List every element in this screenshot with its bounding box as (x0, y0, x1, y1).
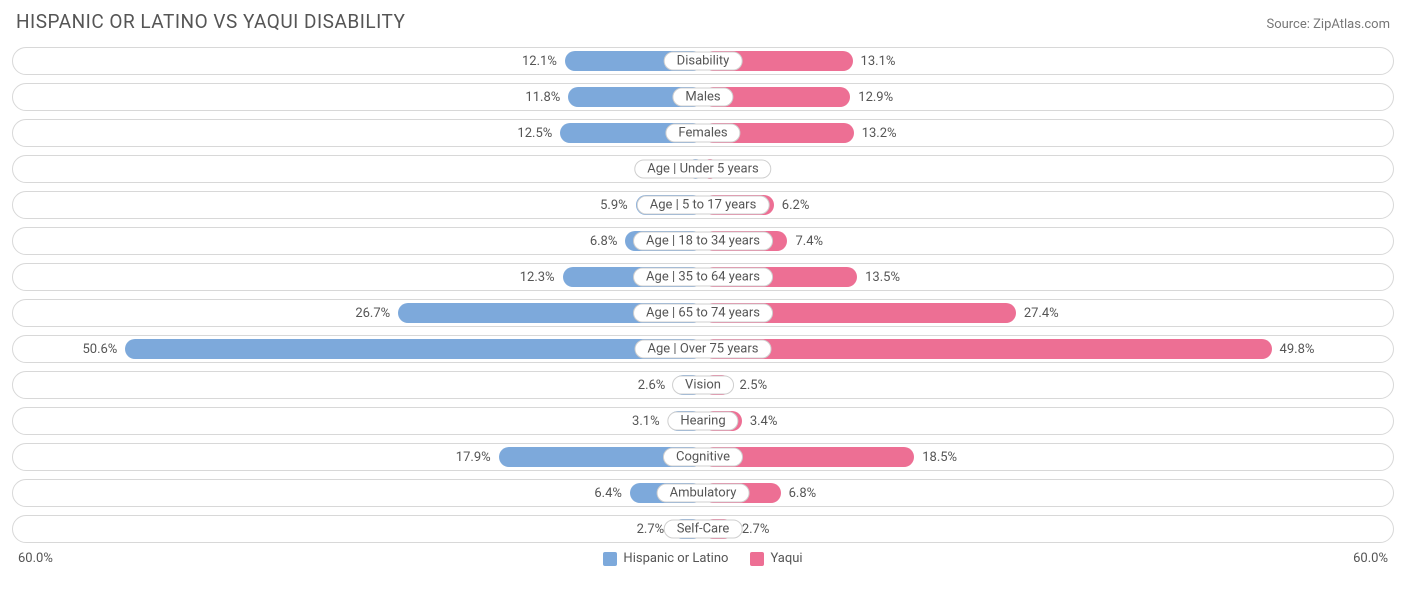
axis-max-right: 60.0% (1347, 551, 1394, 566)
chart-row: 26.7% 27.4% Age | 65 to 74 years (12, 299, 1394, 327)
category-label: Vision (672, 376, 734, 395)
chart-row: 2.6% 2.5%Vision (12, 371, 1394, 399)
chart-row: 2.7%2.7%Self-Care (12, 515, 1394, 543)
legend-item-left: Hispanic or Latino (603, 551, 728, 566)
diverging-bar-chart: 12.1% 13.1% Disability 11.8% 12.9% Males 12.5%… (12, 47, 1394, 543)
category-label: Males (672, 88, 733, 107)
bar-right (703, 339, 1272, 359)
category-label: Cognitive (663, 448, 743, 467)
bar-value-left: 17.9% (448, 450, 499, 465)
category-label: Age | 65 to 74 years (633, 304, 773, 323)
chart-footer: 60.0% Hispanic or Latino Yaqui 60.0% (12, 551, 1394, 566)
chart-title: HISPANIC OR LATINO VS YAQUI DISABILITY (16, 10, 405, 33)
legend: Hispanic or Latino Yaqui (59, 551, 1347, 566)
bar-value-left: 11.8% (517, 90, 568, 105)
chart-row: 1.3%1.2%Age | Under 5 years (12, 155, 1394, 183)
category-label: Self-Care (664, 520, 743, 539)
chart-source: Source: ZipAtlas.com (1266, 17, 1390, 32)
chart-row: 6.4% 6.8% Ambulatory (12, 479, 1394, 507)
chart-row: 50.6% 49.8% Age | Over 75 years (12, 335, 1394, 363)
bar-value-right: 27.4% (1016, 306, 1067, 321)
legend-swatch-right (750, 552, 764, 566)
bar-value-right: 12.9% (850, 90, 901, 105)
category-label: Hearing (667, 412, 738, 431)
category-label: Ambulatory (657, 484, 750, 503)
bar-value-left: 12.5% (509, 126, 560, 141)
category-label: Females (665, 124, 740, 143)
bar-value-left: 50.6% (74, 342, 125, 357)
category-label: Age | 35 to 64 years (633, 268, 773, 287)
chart-row: 12.3% 13.5% Age | 35 to 64 years (12, 263, 1394, 291)
category-label: Disability (664, 52, 743, 71)
chart-row: 17.9% 18.5% Cognitive (12, 443, 1394, 471)
category-label: Age | Over 75 years (635, 340, 772, 359)
chart-row: 11.8% 12.9% Males (12, 83, 1394, 111)
category-label: Age | 18 to 34 years (633, 232, 773, 251)
bar-value-left: 5.9% (592, 198, 636, 213)
bar-value-left: 6.4% (586, 486, 630, 501)
bar-value-left: 12.3% (512, 270, 563, 285)
chart-row: 3.1% 3.4% Hearing (12, 407, 1394, 435)
bar-value-right: 13.1% (853, 54, 904, 69)
bar-value-left: 26.7% (347, 306, 398, 321)
legend-swatch-left (603, 552, 617, 566)
bar-value-right: 7.4% (787, 234, 831, 249)
chart-row: 5.9% 6.2% Age | 5 to 17 years (12, 191, 1394, 219)
category-label: Age | 5 to 17 years (637, 196, 770, 215)
axis-max-left: 60.0% (12, 551, 59, 566)
bar-value-left: 3.1% (624, 414, 668, 429)
bar-value-right: 6.2% (774, 198, 818, 213)
legend-item-right: Yaqui (750, 551, 802, 566)
chart-row: 12.1% 13.1% Disability (12, 47, 1394, 75)
bar-value-left: 6.8% (582, 234, 626, 249)
legend-label-right: Yaqui (770, 551, 802, 566)
bar-value-right: 49.8% (1272, 342, 1323, 357)
chart-row: 12.5% 13.2% Females (12, 119, 1394, 147)
chart-row: 6.8% 7.4% Age | 18 to 34 years (12, 227, 1394, 255)
bar-value-right: 2.5% (732, 378, 776, 393)
bar-value-right: 6.8% (781, 486, 825, 501)
legend-label-left: Hispanic or Latino (623, 551, 728, 566)
bar-value-right: 13.5% (857, 270, 908, 285)
bar-value-right: 3.4% (742, 414, 786, 429)
bar-value-left: 2.6% (630, 378, 674, 393)
bar-value-left: 12.1% (514, 54, 565, 69)
bar-left (125, 339, 703, 359)
bar-value-right: 18.5% (914, 450, 965, 465)
category-label: Age | Under 5 years (634, 160, 771, 179)
chart-header: HISPANIC OR LATINO VS YAQUI DISABILITY S… (12, 10, 1394, 33)
bar-value-right: 13.2% (854, 126, 905, 141)
